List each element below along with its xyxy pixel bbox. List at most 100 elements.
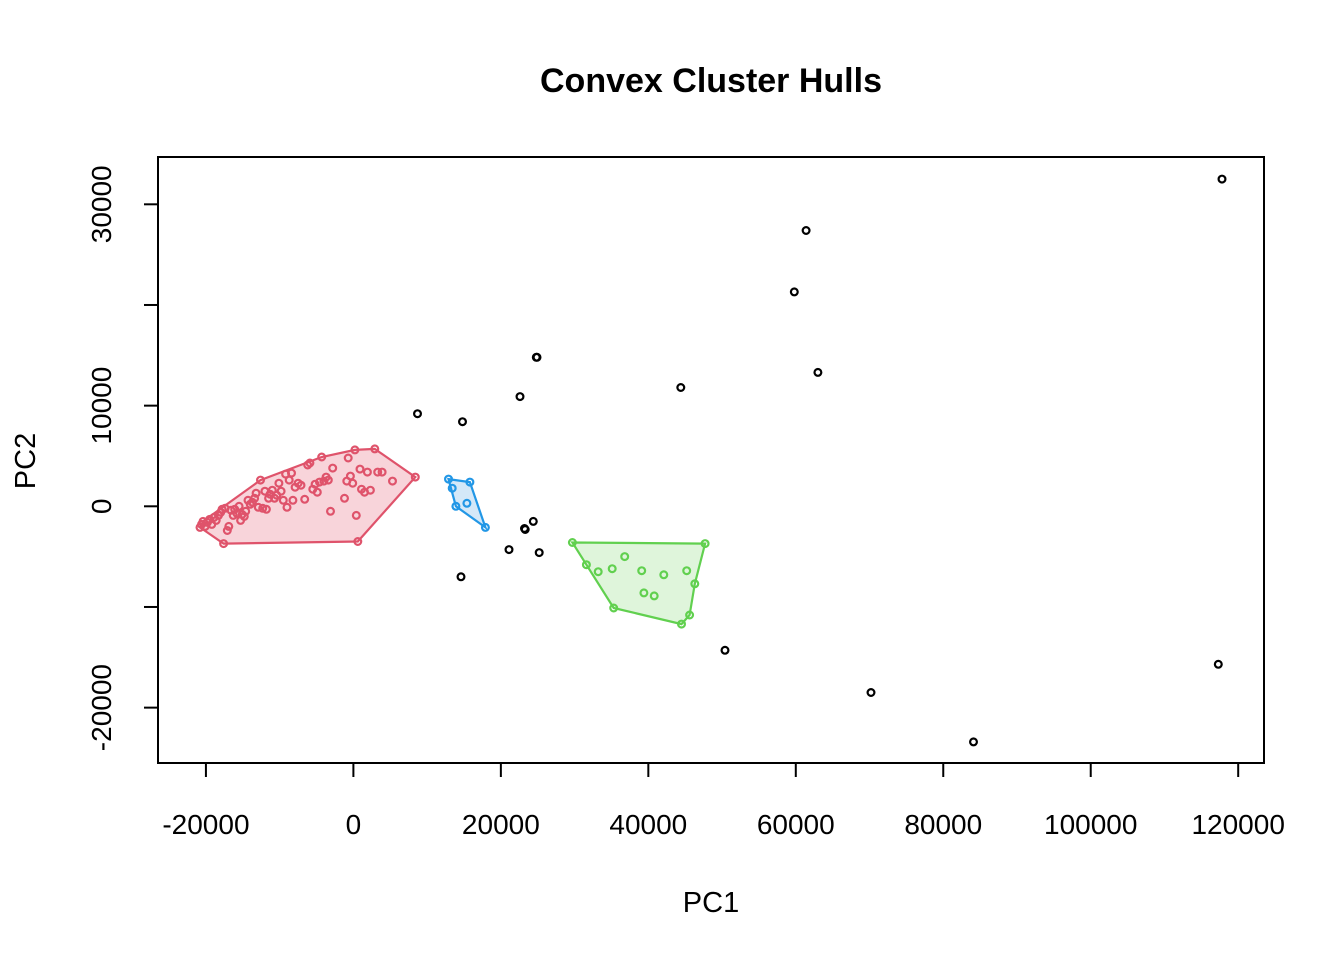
outlier-point-7	[531, 352, 541, 362]
cluster-1-point-21	[234, 501, 244, 511]
cluster-1-point-13	[219, 539, 229, 549]
x-axis-label: PC1	[683, 887, 739, 919]
cluster-1-point-24	[239, 511, 249, 521]
cluster-3-point-6	[620, 552, 630, 562]
cluster-1-point-43	[278, 495, 288, 505]
outlier-point-13	[519, 523, 529, 533]
cluster-1-point-71	[351, 510, 361, 520]
cluster-1-point-51	[296, 480, 306, 490]
plot-area	[195, 174, 1227, 747]
cluster-3-point-12	[682, 566, 692, 576]
cluster-1-point-16	[224, 521, 234, 531]
cluster-3-point-1	[567, 537, 577, 547]
cluster-3-point-9	[649, 591, 659, 601]
cluster-1-point-30	[251, 488, 261, 498]
y-tick-label-6: 30000	[86, 165, 117, 243]
cluster-1-point-45	[282, 502, 292, 512]
cluster-1-point-29	[250, 493, 260, 503]
x-tick-label-2: 0	[346, 809, 362, 840]
cluster-1-point-79	[373, 467, 383, 477]
cluster-1-point-69	[348, 478, 358, 488]
x-tick-label-3: 20000	[462, 809, 540, 840]
x-tick-label-6: 80000	[904, 809, 982, 840]
cluster-1-point-80	[377, 467, 387, 477]
cluster-1-point-77	[365, 485, 375, 495]
cluster-1-point-35	[261, 504, 271, 514]
cluster-1-point-62	[323, 475, 333, 485]
cluster-3-point-10	[659, 570, 669, 580]
outlier-point-19	[968, 737, 978, 747]
cluster-1-point-31	[253, 502, 263, 512]
cluster-1-point-25	[241, 506, 251, 516]
cluster-1-point-81	[388, 476, 398, 486]
cluster-2-point-3	[451, 501, 461, 511]
cluster-3-point-7	[637, 566, 647, 576]
y-tick-label-3: 0	[86, 499, 117, 515]
cluster-hull-3	[570, 541, 707, 626]
cluster-2-point-5	[465, 477, 475, 487]
outlier-point-2	[801, 226, 811, 236]
chart-title: Convex Cluster Hulls	[540, 62, 882, 100]
outlier-point-16	[456, 572, 466, 582]
cluster-3-point-5	[609, 603, 619, 613]
y-tick-label-1: -20000	[86, 664, 117, 751]
cluster-1-point-54	[305, 458, 315, 468]
cluster-1-point-73	[355, 464, 365, 474]
cluster-2-point-6	[480, 522, 490, 532]
cluster-1-point-58	[315, 477, 325, 487]
outlier-point-9	[413, 409, 423, 419]
outlier-point-15	[534, 548, 544, 558]
outlier-point-20	[1213, 659, 1223, 669]
cluster-2-point-1	[444, 474, 454, 484]
cluster-1-point-41	[274, 478, 284, 488]
cluster-1-point-67	[343, 453, 353, 463]
cluster-3-point-2	[581, 560, 591, 570]
cluster-hull-2	[447, 477, 488, 531]
cluster-1-point-47	[287, 468, 297, 478]
cluster-1-point-48	[288, 495, 298, 505]
cluster-3-point-8	[639, 588, 649, 598]
cluster-3-point-4	[607, 564, 617, 574]
outlier-point-4	[813, 367, 823, 377]
outlier-point-10	[458, 417, 468, 427]
cluster-1-point-32	[256, 475, 266, 485]
outlier-point-14	[504, 545, 514, 555]
cluster-1-point-65	[340, 493, 350, 503]
x-tick-label-5: 60000	[757, 809, 835, 840]
cluster-1-point-56	[310, 479, 320, 489]
cluster-1-point-64	[328, 463, 338, 473]
outlier-point-11	[528, 516, 538, 526]
outlier-point-3	[789, 287, 799, 297]
cluster-3-point-3	[593, 567, 603, 577]
cluster-1-point-63	[326, 506, 336, 516]
cluster-1-point-59	[317, 452, 327, 462]
x-tick-label-7: 100000	[1044, 809, 1137, 840]
cluster-1-point-76	[362, 467, 372, 477]
outlier-point-1	[1217, 174, 1227, 184]
cluster-1-point-57	[312, 487, 322, 497]
y-axis-label: PC2	[10, 433, 42, 489]
x-tick-label-1: -20000	[162, 809, 249, 840]
x-axis: -20000 0 20000 40000 60000 80000 100000 120000	[162, 762, 1285, 840]
cluster-3-point-11	[676, 619, 686, 629]
outlier-point-18	[866, 687, 876, 697]
x-tick-label-4: 40000	[609, 809, 687, 840]
cluster-2-point-4	[462, 498, 472, 508]
cluster-2-point-2	[447, 483, 457, 493]
cluster-1-point-70	[350, 445, 360, 455]
cluster-1-point-72	[353, 536, 363, 546]
outlier-point-8	[515, 392, 525, 402]
cluster-1-point-78	[370, 444, 380, 454]
y-tick-label-4: 10000	[86, 367, 117, 445]
cluster-1-point-52	[300, 494, 310, 504]
outlier-point-17	[720, 645, 730, 655]
y-axis: -20000 0 10000 30000	[86, 165, 159, 751]
cluster-1-point-15	[222, 525, 232, 535]
x-tick-label-8: 120000	[1191, 809, 1284, 840]
cluster-1-point-42	[276, 486, 286, 496]
cluster-3-point-13	[685, 610, 695, 620]
cluster-3-point-14	[690, 579, 700, 589]
cluster-1-point-38	[267, 485, 277, 495]
outlier-point-5	[676, 383, 686, 393]
